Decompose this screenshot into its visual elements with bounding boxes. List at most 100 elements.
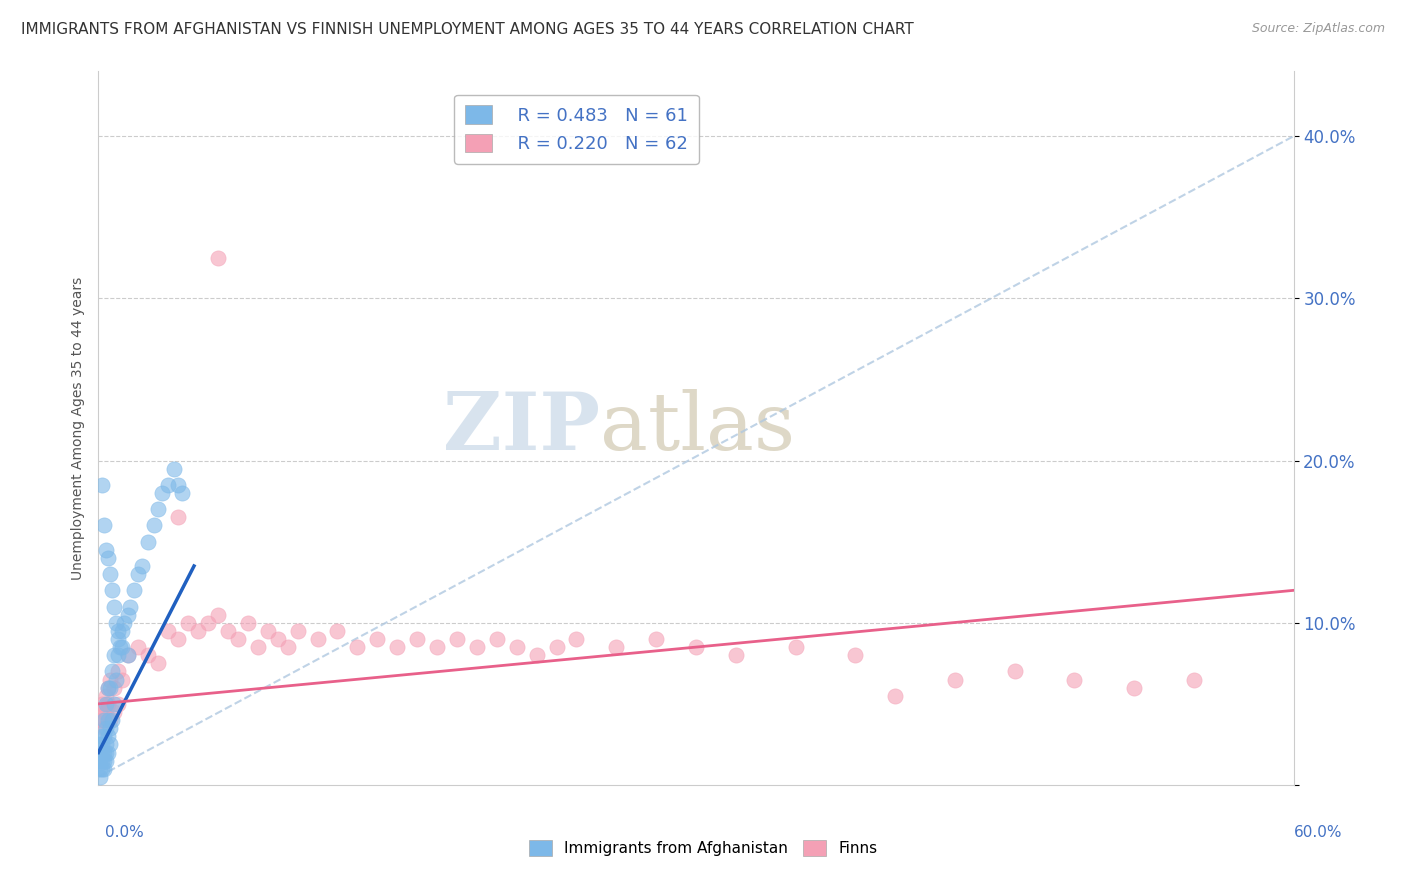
Point xyxy=(326,624,349,638)
Point xyxy=(163,461,186,475)
Point xyxy=(103,697,125,711)
Point xyxy=(96,705,118,719)
Point xyxy=(89,770,111,784)
Point xyxy=(172,486,194,500)
Point xyxy=(143,518,166,533)
Point xyxy=(91,754,114,768)
Point xyxy=(105,673,128,687)
Point xyxy=(256,624,278,638)
Point xyxy=(117,648,139,663)
Point xyxy=(97,550,120,565)
Point xyxy=(96,738,118,752)
Point xyxy=(645,632,668,646)
Point xyxy=(93,746,115,760)
Point xyxy=(98,673,122,687)
Point xyxy=(485,632,508,646)
Point xyxy=(1004,665,1026,679)
Text: Source: ZipAtlas.com: Source: ZipAtlas.com xyxy=(1251,22,1385,36)
Point xyxy=(98,721,122,735)
Point xyxy=(207,251,229,265)
Point xyxy=(103,648,125,663)
Text: atlas: atlas xyxy=(600,389,796,467)
Point xyxy=(943,673,966,687)
Point xyxy=(91,738,114,752)
Point xyxy=(148,657,170,671)
Text: ZIP: ZIP xyxy=(443,389,600,467)
Point xyxy=(136,534,159,549)
Point xyxy=(307,632,329,646)
Legend: Immigrants from Afghanistan, Finns: Immigrants from Afghanistan, Finns xyxy=(523,834,883,862)
Point xyxy=(97,746,120,760)
Point xyxy=(150,486,173,500)
Point xyxy=(406,632,429,646)
Point xyxy=(267,632,290,646)
Point xyxy=(131,559,153,574)
Point xyxy=(89,738,111,752)
Point xyxy=(111,624,134,638)
Point xyxy=(844,648,866,663)
Point xyxy=(98,738,122,752)
Point xyxy=(167,478,190,492)
Point xyxy=(91,762,114,776)
Point xyxy=(506,640,529,654)
Point xyxy=(124,583,146,598)
Point xyxy=(103,705,125,719)
Legend:   R = 0.483   N = 61,   R = 0.220   N = 62: R = 0.483 N = 61, R = 0.220 N = 62 xyxy=(454,95,699,164)
Point xyxy=(111,673,134,687)
Point xyxy=(107,624,129,638)
Point xyxy=(93,705,115,719)
Point xyxy=(91,713,114,727)
Point xyxy=(446,632,468,646)
Point xyxy=(107,632,129,646)
Point xyxy=(127,640,149,654)
Point xyxy=(105,615,128,630)
Point xyxy=(91,697,114,711)
Point xyxy=(117,648,139,663)
Point xyxy=(101,665,124,679)
Point xyxy=(117,607,139,622)
Point xyxy=(107,665,129,679)
Point xyxy=(97,729,120,743)
Point xyxy=(148,502,170,516)
Point xyxy=(1123,681,1146,695)
Point xyxy=(187,624,209,638)
Point xyxy=(197,615,219,630)
Y-axis label: Unemployment Among Ages 35 to 44 years: Unemployment Among Ages 35 to 44 years xyxy=(70,277,84,580)
Point xyxy=(226,632,249,646)
Point xyxy=(96,697,118,711)
Point xyxy=(93,729,115,743)
Point xyxy=(157,624,180,638)
Point xyxy=(565,632,588,646)
Point xyxy=(217,624,239,638)
Point xyxy=(89,713,111,727)
Point xyxy=(785,640,807,654)
Point xyxy=(96,721,118,735)
Point xyxy=(236,615,259,630)
Point xyxy=(112,615,135,630)
Point xyxy=(97,681,120,695)
Point xyxy=(426,640,449,654)
Point xyxy=(346,640,368,654)
Point xyxy=(605,640,627,654)
Point xyxy=(101,713,124,727)
Point xyxy=(89,762,111,776)
Point xyxy=(107,648,129,663)
Point xyxy=(157,478,180,492)
Point xyxy=(110,640,132,654)
Point xyxy=(91,729,114,743)
Point xyxy=(96,754,118,768)
Point xyxy=(1063,673,1085,687)
Point xyxy=(120,599,142,614)
Point xyxy=(93,721,115,735)
Point xyxy=(96,746,118,760)
Text: 0.0%: 0.0% xyxy=(105,825,145,840)
Point xyxy=(98,681,122,695)
Point xyxy=(277,640,299,654)
Point xyxy=(884,689,907,703)
Point xyxy=(98,567,122,582)
Point xyxy=(246,640,269,654)
Point xyxy=(685,640,707,654)
Point xyxy=(207,607,229,622)
Point xyxy=(97,713,120,727)
Point xyxy=(93,754,115,768)
